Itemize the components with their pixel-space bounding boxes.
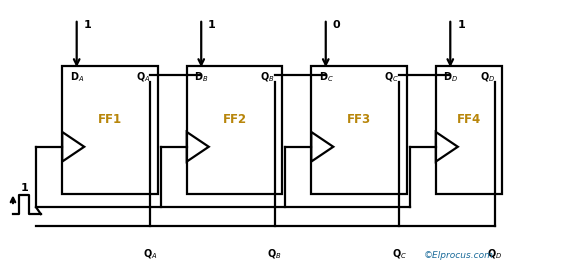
Text: Q$_C$: Q$_C$ (384, 70, 399, 84)
Polygon shape (62, 66, 158, 194)
Text: 1: 1 (208, 20, 216, 30)
Polygon shape (436, 66, 502, 194)
Text: FF1: FF1 (98, 113, 122, 126)
Text: D$_C$: D$_C$ (319, 70, 333, 84)
Text: FF4: FF4 (457, 113, 481, 126)
Text: 1: 1 (457, 20, 465, 30)
Text: D$_D$: D$_D$ (443, 70, 459, 84)
Text: Q$_A$: Q$_A$ (136, 70, 150, 84)
Text: ©Elprocus.com: ©Elprocus.com (424, 251, 494, 260)
Text: D$_A$: D$_A$ (70, 70, 84, 84)
Text: Q$_B$: Q$_B$ (268, 248, 282, 261)
Text: FF3: FF3 (347, 113, 371, 126)
Polygon shape (187, 66, 282, 194)
Text: Q$_D$: Q$_D$ (480, 70, 495, 84)
Text: Q$_A$: Q$_A$ (143, 248, 158, 261)
Text: 1: 1 (84, 20, 91, 30)
Polygon shape (311, 66, 407, 194)
Text: 1: 1 (20, 184, 29, 193)
Text: 0: 0 (333, 20, 340, 30)
Text: Q$_B$: Q$_B$ (260, 70, 275, 84)
Text: FF2: FF2 (222, 113, 247, 126)
Text: Q$_C$: Q$_C$ (392, 248, 407, 261)
Text: D$_B$: D$_B$ (194, 70, 209, 84)
Text: Q$_D$: Q$_D$ (487, 248, 502, 261)
